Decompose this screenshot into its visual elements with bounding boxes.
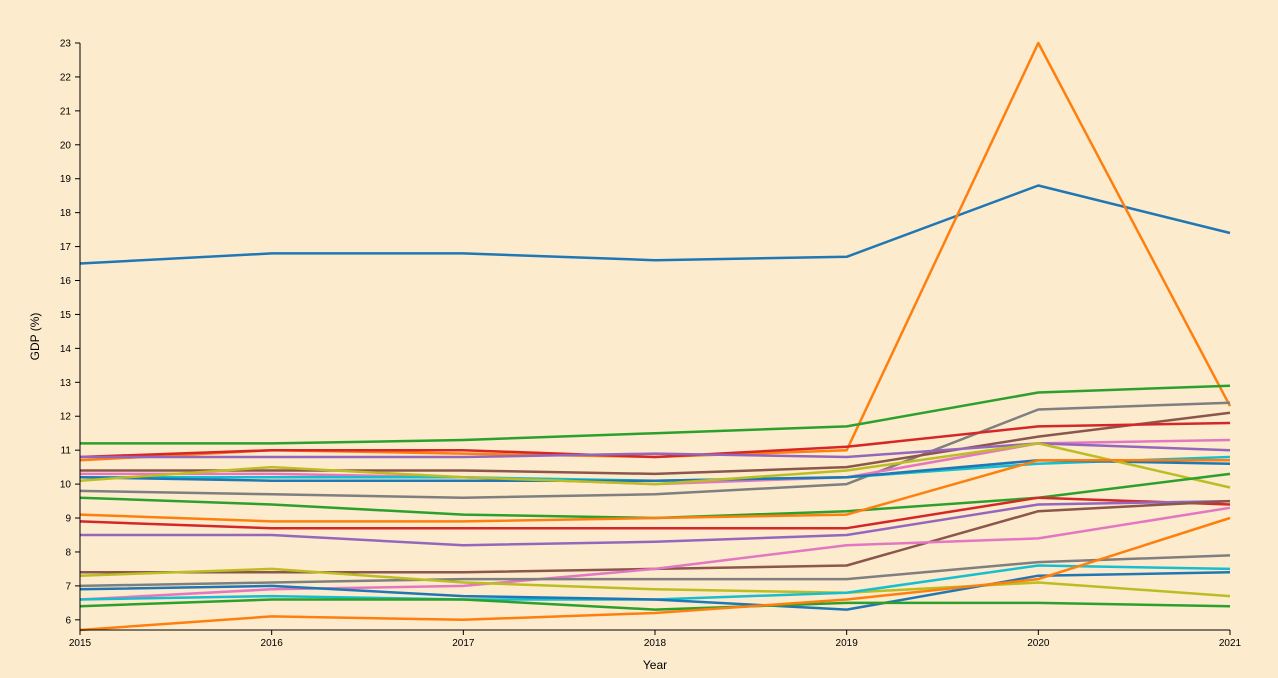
y-tick-label: 23 <box>60 39 72 50</box>
y-tick-label: 6 <box>65 615 71 626</box>
series-line-13 <box>79 459 1230 523</box>
y-tick-label: 10 <box>60 480 72 491</box>
y-tick-label: 11 <box>61 446 72 457</box>
series-line-11 <box>79 442 1231 489</box>
x-tick-label: 2019 <box>836 638 859 649</box>
x-tick-label: 2021 <box>1219 638 1242 649</box>
series-line-19 <box>79 567 1231 598</box>
series-line-21 <box>79 571 1231 611</box>
y-tick-label: 18 <box>60 208 72 219</box>
x-tick-label: 2020 <box>1027 638 1050 649</box>
y-tick-label: 15 <box>60 310 72 321</box>
y-tick-label: 17 <box>60 242 72 253</box>
x-tick-label: 2018 <box>644 638 667 649</box>
series-line-22 <box>79 598 1231 611</box>
y-tick-label: 20 <box>60 140 72 151</box>
y-tick-label: 7 <box>65 581 71 592</box>
series-line-5 <box>80 411 1231 476</box>
x-axis-title: Year <box>643 658 667 672</box>
y-tick-label: 9 <box>65 514 71 525</box>
series-line-6 <box>79 421 1231 459</box>
x-tick-label: 2016 <box>261 638 284 649</box>
series-line-23 <box>79 516 1231 632</box>
series-line-2 <box>79 41 1232 462</box>
series-layer <box>79 41 1232 632</box>
series-line-3 <box>80 384 1231 445</box>
y-axis-title: GDP (%) <box>28 313 42 361</box>
y-axis-ticks: 6 7 8 9 10 11 12 13 14 15 16 17 18 19 20 21 22 23 <box>60 39 80 626</box>
series-line-18 <box>79 554 1231 588</box>
series-line-17 <box>79 506 1231 601</box>
y-tick-label: 12 <box>60 412 72 423</box>
y-tick-label: 19 <box>60 174 72 185</box>
y-tick-label: 21 <box>60 106 72 117</box>
series-line-4 <box>79 401 1231 499</box>
y-tick-label: 8 <box>65 547 71 558</box>
y-tick-label: 14 <box>60 344 72 355</box>
x-tick-label: 2015 <box>69 638 92 649</box>
series-line-1 <box>79 184 1231 265</box>
x-axis-ticks: 2015 2016 2017 2018 2019 2020 2021 <box>69 630 1242 649</box>
y-tick-label: 13 <box>60 378 72 389</box>
series-line-14 <box>79 496 1231 530</box>
y-tick-label: 16 <box>60 276 72 287</box>
series-line-15 <box>80 499 1231 547</box>
x-tick-label: 2017 <box>452 638 475 649</box>
y-tick-label: 22 <box>60 72 72 83</box>
